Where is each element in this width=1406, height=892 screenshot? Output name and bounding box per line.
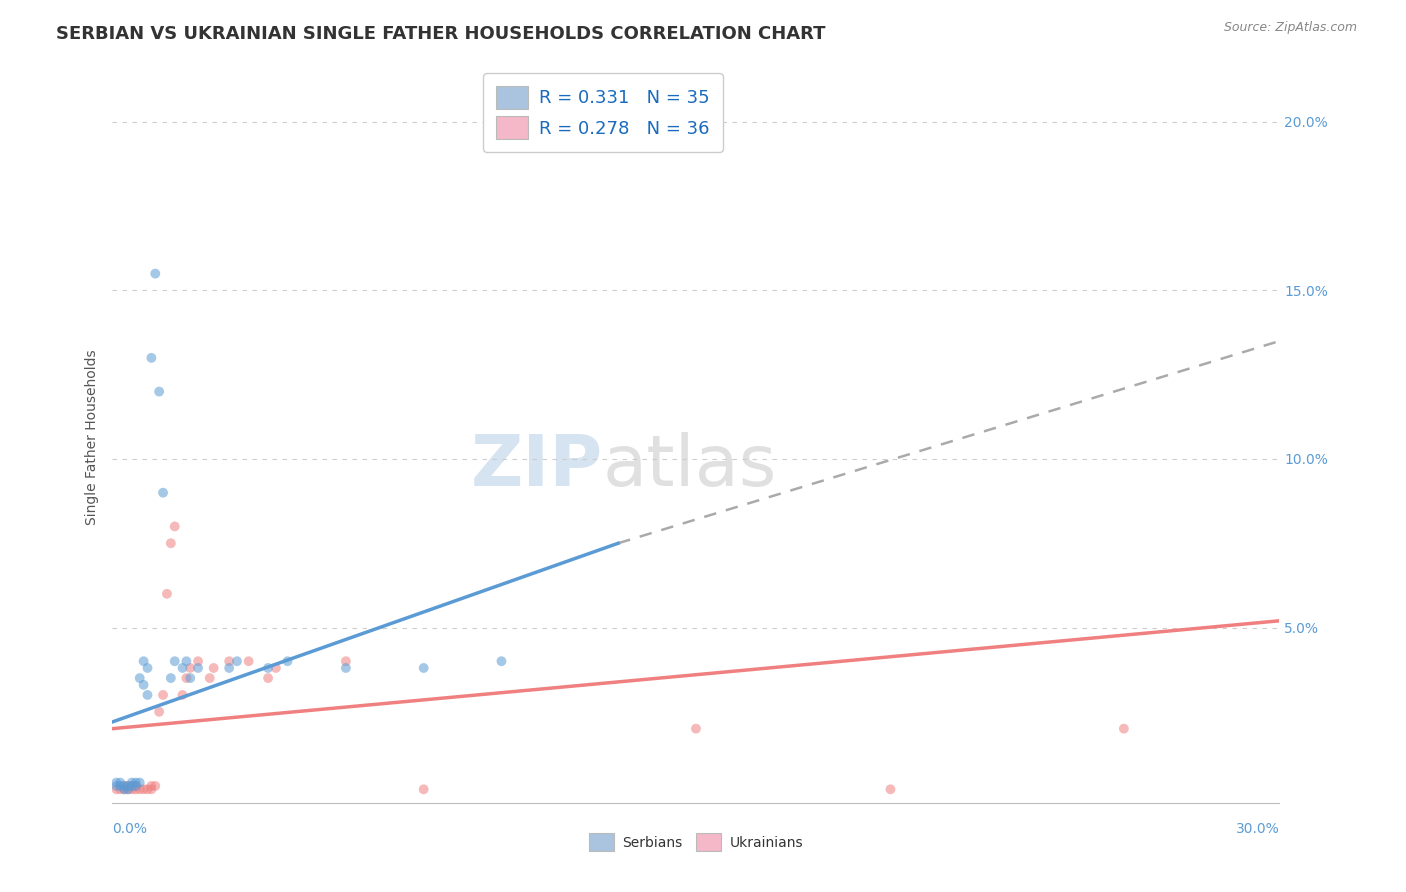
Point (335, 661, 357, 675)
Point (163, 519, 186, 533)
Point (125, 779, 148, 793)
Point (218, 654, 240, 668)
Point (160, 536, 183, 550)
Point (112, 782, 135, 797)
Point (141, 779, 163, 793)
Point (112, 779, 135, 793)
Point (128, 671, 150, 685)
Legend: Serbians, Ukrainians: Serbians, Ukrainians (582, 826, 810, 858)
Point (160, 671, 183, 685)
Point (264, 661, 287, 675)
Point (148, 705, 170, 719)
Point (172, 661, 194, 675)
Point (117, 779, 139, 793)
Text: SERBIAN VS UKRAINIAN SINGLE FATHER HOUSEHOLDS CORRELATION CHART: SERBIAN VS UKRAINIAN SINGLE FATHER HOUSE… (56, 25, 825, 43)
Point (238, 654, 260, 668)
Point (143, 779, 166, 793)
Point (110, 779, 132, 793)
Point (276, 654, 298, 668)
Text: 30.0%: 30.0% (1236, 822, 1279, 837)
Point (121, 775, 143, 789)
Point (218, 661, 240, 675)
Point (105, 782, 128, 797)
Point (685, 722, 707, 736)
Point (226, 654, 249, 668)
Point (136, 688, 159, 702)
Point (187, 661, 209, 675)
Text: atlas: atlas (603, 432, 778, 500)
Point (125, 782, 148, 797)
Point (105, 779, 128, 793)
Point (141, 351, 163, 365)
Point (148, 384, 170, 399)
Point (132, 678, 155, 692)
Point (121, 779, 143, 793)
Point (128, 782, 150, 797)
Point (136, 661, 159, 675)
Point (156, 587, 179, 601)
Point (136, 782, 159, 797)
Point (152, 688, 174, 702)
Text: ZIP: ZIP (471, 432, 603, 500)
Point (202, 661, 225, 675)
Point (187, 654, 209, 668)
Point (121, 782, 143, 797)
Point (125, 775, 148, 789)
Point (491, 654, 513, 668)
Y-axis label: Single Father Households: Single Father Households (84, 350, 98, 524)
Point (117, 779, 139, 793)
Point (141, 782, 163, 797)
Point (176, 654, 198, 668)
Point (198, 671, 221, 685)
Point (105, 775, 128, 789)
Point (143, 267, 166, 281)
Point (117, 782, 139, 797)
Point (125, 779, 148, 793)
Point (110, 775, 132, 789)
Point (412, 661, 434, 675)
Point (172, 688, 194, 702)
Point (163, 654, 186, 668)
Point (112, 782, 135, 797)
Point (179, 661, 201, 675)
Point (257, 661, 280, 675)
Point (152, 485, 174, 500)
Point (257, 671, 280, 685)
Point (132, 654, 155, 668)
Point (110, 782, 132, 797)
Point (128, 775, 150, 789)
Point (179, 671, 201, 685)
Point (335, 654, 357, 668)
Point (879, 782, 901, 797)
Point (132, 782, 155, 797)
Point (117, 782, 139, 797)
Point (412, 782, 434, 797)
Point (176, 671, 198, 685)
Text: 0.0%: 0.0% (112, 822, 148, 837)
Point (1112, 722, 1135, 736)
Text: Source: ZipAtlas.com: Source: ZipAtlas.com (1223, 21, 1357, 34)
Point (121, 779, 143, 793)
Point (112, 779, 135, 793)
